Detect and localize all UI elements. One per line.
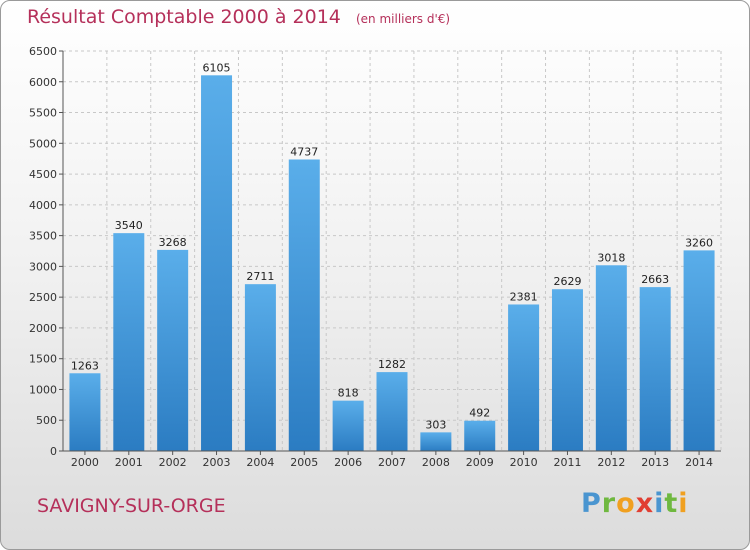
y-tick-label: 6500	[29, 45, 57, 58]
bar-value-label: 1282	[378, 358, 406, 371]
y-tick-label: 500	[36, 414, 57, 427]
bar	[508, 304, 540, 451]
y-tick-label: 5500	[29, 107, 57, 120]
x-tick-label: 2008	[422, 456, 450, 469]
x-tick-label: 2004	[246, 456, 274, 469]
x-tick-label: 2012	[597, 456, 625, 469]
bar-value-label: 492	[469, 407, 490, 420]
bar	[683, 250, 715, 451]
bar-value-label: 818	[338, 387, 359, 400]
y-tick-label: 3500	[29, 230, 57, 243]
y-tick-label: 6000	[29, 76, 57, 89]
x-tick-label: 2014	[685, 456, 713, 469]
x-tick-label: 2011	[553, 456, 581, 469]
x-tick-label: 2001	[115, 456, 143, 469]
bar-value-label: 303	[425, 418, 446, 431]
bar	[420, 432, 452, 451]
bar	[332, 400, 364, 451]
x-tick-label: 2013	[641, 456, 669, 469]
x-tick-label: 2009	[466, 456, 494, 469]
y-tick-label: 4000	[29, 199, 57, 212]
bar-value-label: 3540	[115, 219, 143, 232]
y-tick-label: 2000	[29, 322, 57, 335]
bar	[201, 75, 233, 452]
axes: 0 500 1000 1500 2000 2500 3000 3500 4000 4500 5000…	[29, 45, 721, 469]
y-tick-label: 2500	[29, 291, 57, 304]
y-tick-label: 1500	[29, 353, 57, 366]
bar	[595, 265, 627, 451]
bar-value-label: 4737	[290, 145, 318, 158]
x-tick-label: 2000	[71, 456, 99, 469]
bar-value-label: 2629	[553, 275, 581, 288]
x-tick-label: 2005	[290, 456, 318, 469]
bar	[288, 159, 320, 451]
bar-value-label: 1263	[71, 359, 99, 372]
bar-value-label: 6105	[203, 61, 231, 74]
bar	[639, 287, 671, 451]
y-tick-label: 4500	[29, 168, 57, 181]
y-tick-label: 3000	[29, 260, 57, 273]
bar	[551, 289, 583, 451]
proxiti-logo: Proxiti	[581, 488, 689, 519]
bar-value-label: 2711	[246, 270, 274, 283]
x-tick-label: 2007	[378, 456, 406, 469]
bar	[464, 420, 496, 451]
y-tick-label: 0	[50, 445, 57, 458]
bar-value-label: 3260	[685, 236, 713, 249]
bar-value-label: 2381	[510, 290, 538, 303]
bars: 1263 3540 3268 6105 2711 4737 818 1282 303 492 238…	[69, 61, 715, 452]
bar	[244, 284, 276, 451]
x-tick-label: 2010	[510, 456, 538, 469]
chart-title: Résultat Comptable 2000 à 2014 (en milli…	[27, 6, 450, 28]
y-tick-label: 5000	[29, 137, 57, 150]
chart-unit-text: (en milliers d'€)	[355, 12, 451, 26]
bar-value-label: 3018	[597, 251, 625, 264]
bar-value-label: 3268	[159, 236, 187, 249]
x-tick-label: 2006	[334, 456, 362, 469]
bar-value-label: 2663	[641, 273, 669, 286]
y-tick-label: 1000	[29, 383, 57, 396]
bar	[157, 249, 189, 451]
bar	[376, 372, 408, 451]
bar	[113, 233, 145, 451]
city-name: SAVIGNY-SUR-ORGE	[37, 495, 226, 517]
bar	[69, 373, 101, 451]
x-tick-label: 2003	[203, 456, 231, 469]
chart-title-text: Résultat Comptable 2000 à 2014	[27, 6, 341, 28]
x-tick-label: 2002	[159, 456, 187, 469]
